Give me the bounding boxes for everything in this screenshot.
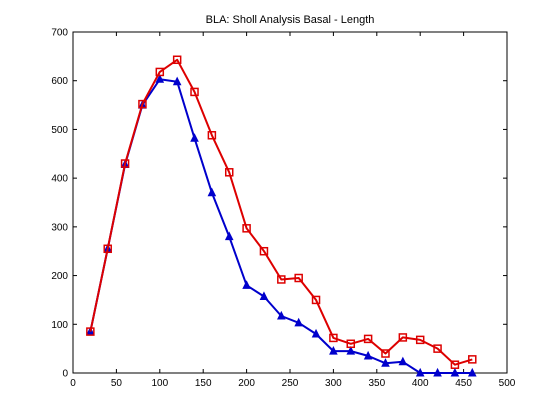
series-group <box>87 56 476 376</box>
x-tick-label: 100 <box>151 378 168 389</box>
y-tick-label: 0 <box>62 369 68 380</box>
y-tick-label: 700 <box>51 28 68 39</box>
y-tick-label: 300 <box>51 222 68 233</box>
data-point <box>191 134 198 141</box>
chart-title: BLA: Sholl Analysis Basal - Length <box>206 14 375 26</box>
series-1 <box>87 75 476 376</box>
y-tick-label: 100 <box>51 320 68 331</box>
series-2 <box>87 56 476 368</box>
y-tick-label: 400 <box>51 174 68 185</box>
x-tick-label: 350 <box>368 378 385 389</box>
x-tick-label: 400 <box>412 378 429 389</box>
x-tick-label: 200 <box>238 378 255 389</box>
x-tick-label: 500 <box>499 378 516 389</box>
x-tick-label: 450 <box>455 378 472 389</box>
x-tick-label: 50 <box>111 378 123 389</box>
y-tick-label: 200 <box>51 271 68 282</box>
x-tick-label: 0 <box>70 378 76 389</box>
y-tick-label: 600 <box>51 76 68 87</box>
axes: 0 50 100 150 200 250 300 350 400 450 500 0 100 200 300… <box>51 28 515 390</box>
series-line <box>90 79 472 373</box>
x-tick-label: 250 <box>282 378 299 389</box>
y-tick-label: 500 <box>51 125 68 136</box>
data-point <box>226 233 233 240</box>
data-point <box>208 189 215 196</box>
plot-frame <box>73 32 507 373</box>
data-point <box>243 281 250 288</box>
x-tick-label: 300 <box>325 378 342 389</box>
x-tick-label: 150 <box>195 378 212 389</box>
